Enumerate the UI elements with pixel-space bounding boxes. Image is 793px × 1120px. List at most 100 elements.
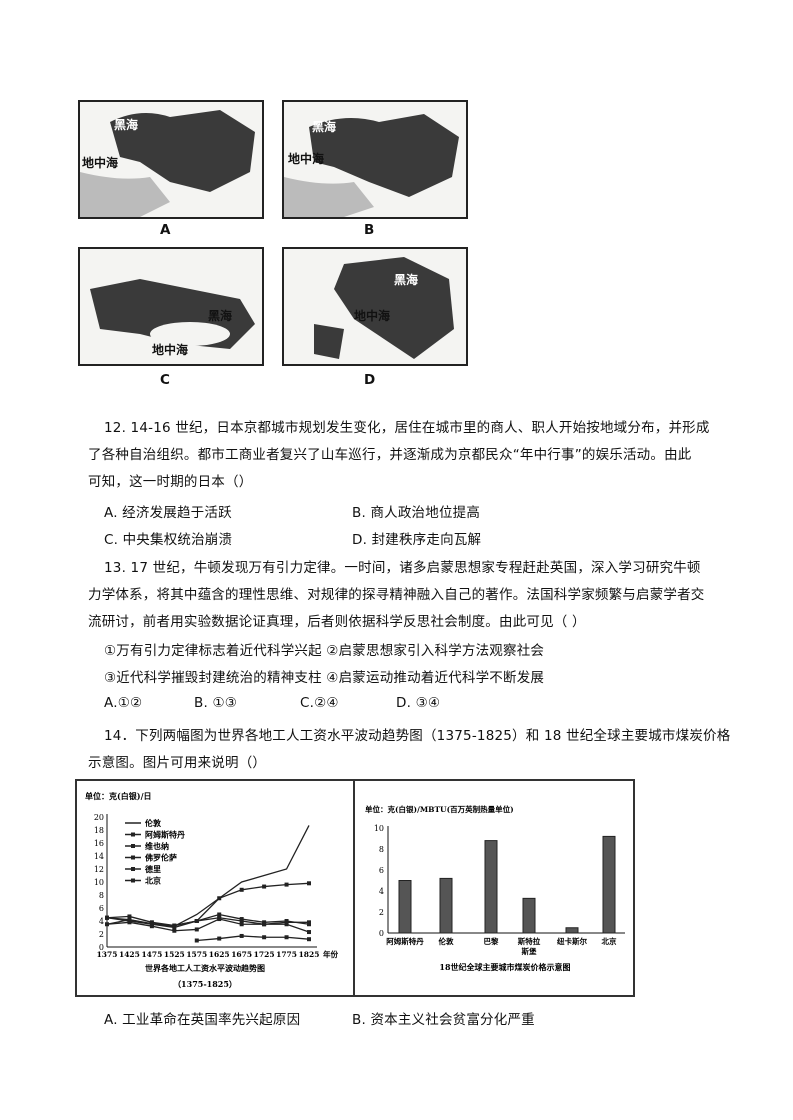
- series-line-4: [106, 913, 310, 927]
- x-tick-label: 1675: [231, 950, 252, 959]
- q13-option-a: A.①②: [104, 695, 143, 711]
- q14-line: 示意图。图片可用来说明（）: [88, 755, 267, 771]
- x-tick-label: 1825: [299, 950, 320, 959]
- series-line-5: [196, 935, 310, 942]
- legend-label: 德里: [145, 864, 161, 874]
- map-b-letter: B: [364, 222, 375, 238]
- data-point: [172, 923, 177, 928]
- q13-statement: ①万有引力定律标志着近代科学兴起 ②启蒙思想家引入科学方法观察社会: [104, 643, 545, 659]
- black-sea-label: 黑海: [394, 273, 419, 287]
- black-sea-label: 黑海: [312, 120, 337, 134]
- data-point: [172, 928, 177, 933]
- data-point: [217, 896, 222, 901]
- legend-label: 佛罗伦萨: [144, 853, 177, 863]
- bar-6: [602, 835, 616, 934]
- x-tick-label: 1575: [186, 950, 207, 959]
- y-tick-label: 12: [94, 865, 104, 874]
- category-label-cont: 斯堡: [522, 946, 537, 956]
- map-d: 黑海 地中海: [282, 247, 468, 366]
- data-point: [262, 884, 267, 889]
- y-tick-label: 18: [94, 826, 104, 835]
- q12-line: 12. 14-16 世纪，日本京都城市规划发生变化，居住在城市里的商人、职人开始…: [104, 420, 710, 436]
- mediterranean-label: 地中海: [288, 152, 325, 166]
- figure-divider: [353, 781, 355, 995]
- legend-marker: [131, 832, 135, 837]
- x-tick-label: 1775: [276, 950, 297, 959]
- data-point: [194, 919, 199, 923]
- y-tick-label: 20: [94, 813, 104, 822]
- q12-line: 可知，这一时期的日本（）: [88, 474, 253, 490]
- data-point: [127, 914, 132, 919]
- data-point: [149, 921, 154, 926]
- bar-1: [398, 880, 412, 934]
- category-label: 斯特拉: [518, 936, 541, 946]
- data-point: [284, 935, 289, 940]
- map-c-image: [90, 279, 255, 349]
- coal-price-bar-chart: 单位：克(白银)/MBTU(百万英制热量单位)0246810阿姆斯特丹 伦敦 巴黎斯…: [365, 804, 625, 972]
- q13-line: 流研讨，前者用实验数据论证真理，后者则依据科学反思社会制度。由此可见（ ）: [88, 614, 586, 630]
- data-point: [239, 887, 244, 892]
- y-tick-label: 0: [99, 943, 104, 952]
- data-point: [284, 882, 289, 887]
- x-tick-label: 1525: [164, 950, 185, 959]
- mediterranean-label: 地中海: [152, 343, 189, 357]
- q14-option-b: B. 资本主义社会贫富分化严重: [352, 1012, 535, 1028]
- data-point: [239, 922, 244, 927]
- y-tick-label: 4: [99, 917, 104, 926]
- legend-label: 伦敦: [145, 818, 162, 828]
- y-tick-label: 2: [379, 908, 384, 917]
- q13-option-c: C.②④: [300, 695, 339, 711]
- q12-option-a: A. 经济发展趋于活跃: [104, 505, 232, 521]
- y-tick-label: 2: [99, 930, 104, 939]
- x-axis-label: 年份: [323, 949, 338, 959]
- map-b: 黑海 地中海: [282, 100, 468, 219]
- legend-marker: [131, 844, 135, 848]
- legend-label: 北京: [145, 876, 161, 886]
- bar-2: [439, 877, 453, 934]
- map-d-letter: D: [364, 372, 376, 388]
- data-point: [284, 919, 289, 923]
- x-tick-label: 1725: [254, 950, 275, 959]
- x-tick-label: 1475: [141, 950, 162, 959]
- q12-option-d: D. 封建秩序走向瓦解: [352, 532, 482, 548]
- chart-title: 18世纪全球主要城市煤炭价格示意图: [439, 962, 570, 972]
- data-point: [194, 938, 199, 943]
- mediterranean-label: 地中海: [354, 309, 391, 323]
- q14-line: 14．下列两幅图为世界各地工人工资水平波动趋势图（1375-1825）和 18 …: [104, 728, 731, 744]
- y-tick-label: 4: [379, 887, 384, 896]
- q14-figure: 单位：克(白银)/日 0 2 4 6 8 10 12 14 16 18 20 1375 1425 1475 1…: [75, 779, 635, 997]
- y-tick-label: 14: [94, 852, 104, 861]
- data-point: [149, 924, 154, 929]
- category-label: 纽卡斯尔: [557, 936, 587, 946]
- y-tick-label: 10: [94, 878, 104, 887]
- x-tick-label: 1425: [119, 950, 140, 959]
- series-line-6: [106, 918, 310, 933]
- series-line-3: [106, 917, 309, 929]
- map-a-letter: A: [160, 222, 171, 238]
- data-point: [262, 935, 267, 940]
- q13-line: 13. 17 世纪，牛顿发现万有引力定律。一时间，诸多启蒙思想家专程赶赴英国，深…: [104, 560, 701, 576]
- series-line-1: [106, 825, 310, 927]
- y-axis-label: 单位：克(白银)/日: [85, 791, 152, 801]
- data-point: [284, 922, 289, 927]
- chart-subtitle: （1375-1825）: [173, 979, 237, 989]
- data-point: [307, 922, 311, 927]
- legend-marker: [131, 867, 135, 871]
- y-tick-label: 0: [379, 929, 384, 938]
- q12-option-b: B. 商人政治地位提高: [352, 505, 481, 521]
- data-point: [217, 936, 222, 941]
- legend-label: 维也纳: [145, 841, 169, 851]
- q13-statement: ③近代科学摧毁封建统治的精神支柱 ④启蒙运动推动着近代科学不断发展: [104, 670, 545, 686]
- y-tick-label: 10: [374, 824, 384, 833]
- y-tick-label: 6: [99, 904, 104, 913]
- category-label: 巴黎: [484, 936, 499, 946]
- data-point: [239, 917, 244, 922]
- y-tick-label: 8: [99, 891, 104, 900]
- bar-3: [484, 840, 498, 934]
- q13-option-d: D. ③④: [396, 695, 441, 711]
- y-tick-label: 16: [94, 839, 104, 848]
- category-label: 阿姆斯特丹: [386, 936, 424, 946]
- data-point: [105, 922, 109, 927]
